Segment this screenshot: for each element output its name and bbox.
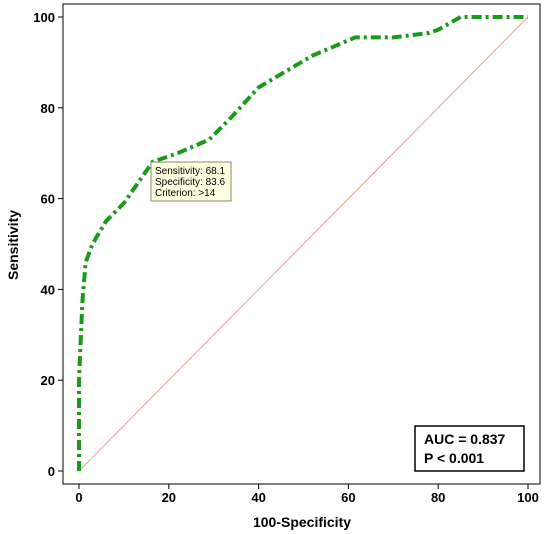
x-tick-label: 80 (431, 490, 445, 505)
y-tick-label: 80 (41, 101, 55, 116)
x-tick-label: 0 (75, 490, 82, 505)
data-tooltip: Sensitivity: 68.1 Specificity: 83.6 Crit… (150, 161, 232, 202)
y-tick-label: 100 (33, 10, 55, 25)
y-tick-label: 40 (41, 282, 55, 297)
reference-line (78, 16, 529, 472)
y-tick-label: 20 (41, 373, 55, 388)
tooltip-specificity: Specificity: 83.6 (155, 177, 225, 188)
p-value-label: P < 0.001 (424, 450, 484, 466)
x-tick-label: 40 (251, 490, 265, 505)
tooltip-criterion: Criterion: >14 (155, 188, 216, 199)
x-tick-label: 100 (517, 490, 539, 505)
tooltip-sensitivity: Sensitivity: 68.1 (155, 166, 225, 177)
auc-label: AUC = 0.837 (424, 431, 506, 447)
roc-curve (77, 15, 528, 471)
y-tick-label: 0 (48, 464, 55, 479)
y-axis-title: Sensitivity (5, 210, 21, 280)
plot-frame (62, 3, 541, 485)
x-tick-label: 20 (162, 490, 176, 505)
x-axis-title: 100-Specificity (253, 514, 351, 530)
x-tick-label: 60 (341, 490, 355, 505)
stats-box: AUC = 0.837 P < 0.001 (414, 425, 525, 472)
stats-box-border (414, 425, 525, 472)
tooltip-box (150, 161, 232, 202)
y-tick-label: 60 (41, 192, 55, 207)
